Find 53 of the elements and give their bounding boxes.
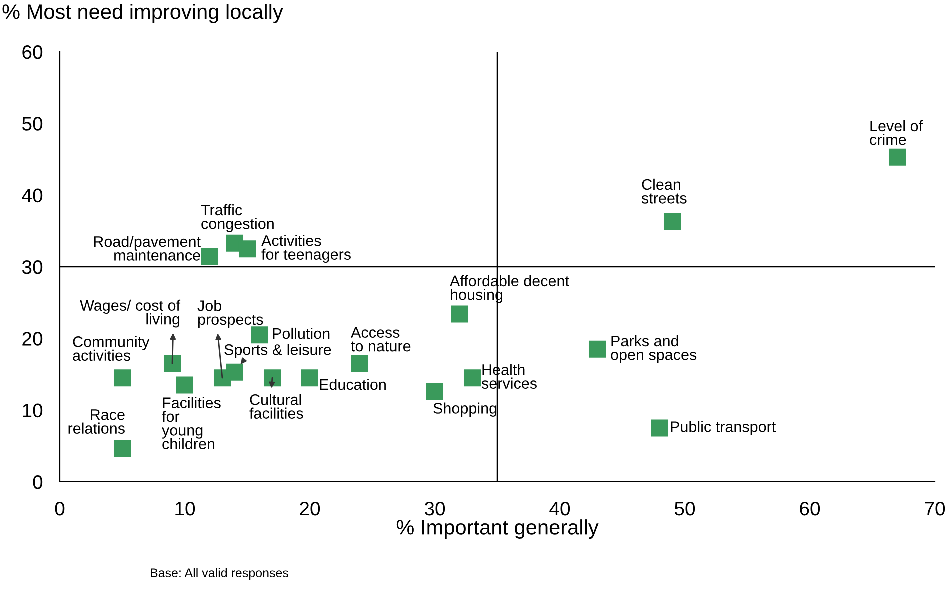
annotation: Job prospects bbox=[198, 300, 264, 328]
annotation: Facilities for young children bbox=[162, 397, 221, 450]
point bbox=[351, 355, 369, 372]
annotation: Education bbox=[320, 378, 386, 390]
annotation: Wages/ cost of living bbox=[80, 300, 181, 328]
annotation: Public transport bbox=[671, 421, 776, 436]
point bbox=[251, 326, 269, 344]
text: Base: All valid responses bbox=[151, 568, 289, 580]
annotation: Race relations bbox=[68, 410, 125, 434]
point bbox=[238, 240, 256, 258]
annotation: Access to nature bbox=[351, 327, 411, 352]
point bbox=[114, 370, 132, 387]
y-axis-title: % Most need improving locally bbox=[2, 4, 284, 24]
point bbox=[664, 213, 682, 230]
x-tick-label: 30 bbox=[424, 502, 446, 516]
point bbox=[464, 370, 482, 387]
y-tick-label: 10 bbox=[23, 404, 43, 418]
y-tick-label: 0 bbox=[33, 475, 43, 490]
point bbox=[301, 370, 319, 387]
annotation: Road/pavement maintenance bbox=[94, 236, 201, 261]
point bbox=[201, 248, 219, 266]
annotation: Community activities bbox=[73, 336, 150, 362]
point bbox=[651, 420, 669, 437]
annotation: Sports & leisure bbox=[224, 344, 332, 358]
point bbox=[176, 376, 194, 394]
y-tick-label: 30 bbox=[22, 260, 43, 274]
x-tick-label: 20 bbox=[300, 502, 320, 516]
annotation: Pollution bbox=[273, 328, 330, 340]
point bbox=[164, 355, 182, 372]
annotation: Traffic congestion bbox=[201, 204, 274, 232]
annotation: Activities for teenagers bbox=[262, 235, 351, 264]
annotation: Cultural facilities bbox=[250, 394, 304, 419]
annotation: Parks and open spaces bbox=[611, 335, 697, 364]
y-tick-label: 60 bbox=[22, 45, 43, 60]
x-tick-label: 0 bbox=[55, 502, 65, 516]
x-tick-label: 40 bbox=[550, 502, 570, 516]
x-tick-label: 10 bbox=[176, 502, 196, 516]
x-tick-label: 50 bbox=[674, 502, 696, 516]
point bbox=[114, 440, 132, 458]
point bbox=[226, 364, 244, 381]
annotation: Shopping bbox=[434, 402, 497, 417]
y-tick-label: 40 bbox=[22, 188, 43, 203]
point bbox=[888, 148, 906, 166]
x-tick-label: 60 bbox=[800, 502, 820, 516]
x-tick-label: 70 bbox=[925, 502, 946, 516]
point bbox=[588, 340, 606, 358]
y-tick-label: 20 bbox=[22, 332, 43, 346]
point bbox=[426, 383, 444, 400]
y-tick-label: 50 bbox=[22, 117, 43, 131]
annotation: Clean streets bbox=[642, 178, 687, 204]
annotation: Level of crime bbox=[870, 120, 924, 146]
x-axis-title: % Important generally bbox=[396, 520, 599, 539]
point bbox=[451, 306, 469, 323]
